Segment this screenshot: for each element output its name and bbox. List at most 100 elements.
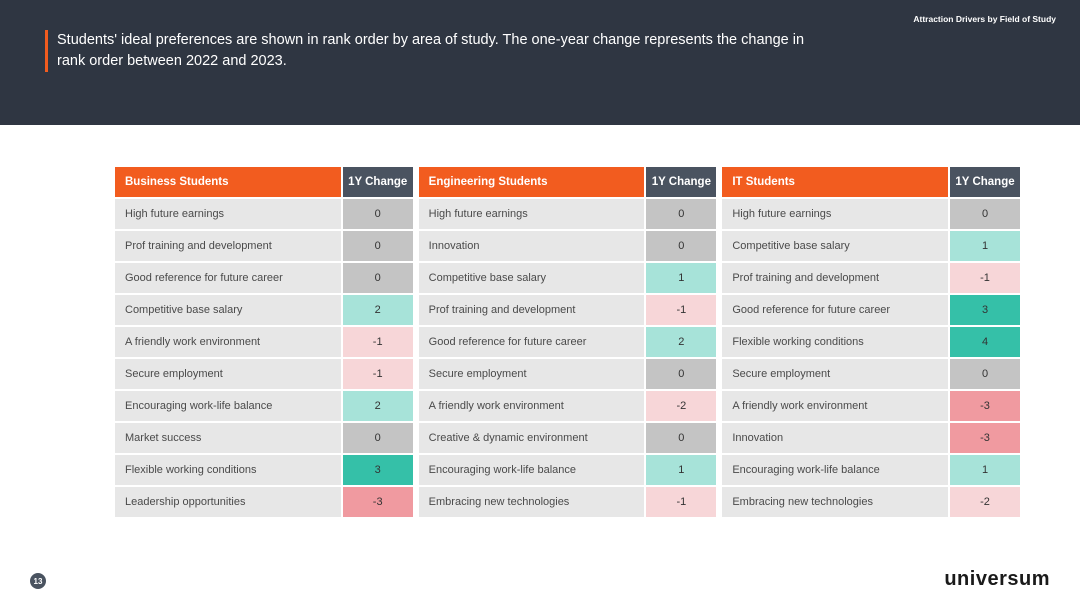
change-header: 1Y Change — [950, 167, 1020, 197]
table-row: Innovation0 — [419, 231, 717, 261]
table-row: Prof training and development-1 — [722, 263, 1020, 293]
table-row: High future earnings0 — [722, 199, 1020, 229]
change-value: -1 — [646, 487, 716, 517]
change-value: 0 — [646, 423, 716, 453]
change-value: 3 — [343, 455, 413, 485]
table-row: Prof training and development-1 — [419, 295, 717, 325]
attribute-label: Competitive base salary — [115, 295, 341, 325]
attribute-label: A friendly work environment — [722, 391, 948, 421]
content-area: Business Students1Y ChangeHigh future ea… — [0, 125, 1080, 517]
change-value: 0 — [343, 199, 413, 229]
table-row: Secure employment0 — [722, 359, 1020, 389]
column-title: Engineering Students — [419, 167, 645, 197]
table-row: A friendly work environment-1 — [115, 327, 413, 357]
change-value: -3 — [343, 487, 413, 517]
attribute-label: Creative & dynamic environment — [419, 423, 645, 453]
attribute-label: A friendly work environment — [115, 327, 341, 357]
change-value: -2 — [950, 487, 1020, 517]
table-row: Creative & dynamic environment0 — [419, 423, 717, 453]
slide-footer: 13 universum — [0, 561, 1080, 591]
attribute-label: Innovation — [722, 423, 948, 453]
column-header-row: IT Students1Y Change — [722, 167, 1020, 197]
attribute-label: Innovation — [419, 231, 645, 261]
table-row: A friendly work environment-3 — [722, 391, 1020, 421]
attribute-label: Good reference for future career — [722, 295, 948, 325]
table-row: Encouraging work-life balance1 — [722, 455, 1020, 485]
attribute-label: Prof training and development — [115, 231, 341, 261]
change-value: 0 — [343, 423, 413, 453]
attribute-label: Embracing new technologies — [722, 487, 948, 517]
column-group: IT Students1Y ChangeHigh future earnings… — [722, 167, 1020, 517]
change-value: 1 — [646, 455, 716, 485]
slide-subtitle: Attraction Drivers by Field of Study — [913, 14, 1056, 24]
table-row: Flexible working conditions3 — [115, 455, 413, 485]
table-row: A friendly work environment-2 — [419, 391, 717, 421]
attribute-label: Encouraging work-life balance — [722, 455, 948, 485]
change-value: 1 — [950, 455, 1020, 485]
table-row: Embracing new technologies-2 — [722, 487, 1020, 517]
change-value: 0 — [646, 231, 716, 261]
table-row: Good reference for future career3 — [722, 295, 1020, 325]
change-value: 0 — [950, 359, 1020, 389]
attribute-label: High future earnings — [115, 199, 341, 229]
change-header: 1Y Change — [343, 167, 413, 197]
attribute-label: Good reference for future career — [115, 263, 341, 293]
table-row: Market success0 — [115, 423, 413, 453]
column-header-row: Business Students1Y Change — [115, 167, 413, 197]
attribute-label: Good reference for future career — [419, 327, 645, 357]
change-value: 2 — [343, 391, 413, 421]
table-row: Leadership opportunities-3 — [115, 487, 413, 517]
attribute-label: Prof training and development — [419, 295, 645, 325]
change-value: 2 — [646, 327, 716, 357]
brand-logo: universum — [944, 568, 1050, 591]
change-value: -1 — [343, 327, 413, 357]
attribute-label: Leadership opportunities — [115, 487, 341, 517]
change-value: 0 — [343, 231, 413, 261]
attribute-label: Competitive base salary — [722, 231, 948, 261]
attribute-label: Secure employment — [419, 359, 645, 389]
table-row: Encouraging work-life balance1 — [419, 455, 717, 485]
page-number-badge: 13 — [30, 573, 46, 589]
attribute-label: Secure employment — [722, 359, 948, 389]
column-group: Business Students1Y ChangeHigh future ea… — [115, 167, 413, 517]
table-row: Good reference for future career2 — [419, 327, 717, 357]
table-row: Secure employment-1 — [115, 359, 413, 389]
change-value: 0 — [646, 359, 716, 389]
table-row: Prof training and development0 — [115, 231, 413, 261]
change-value: -3 — [950, 391, 1020, 421]
table-row: Flexible working conditions4 — [722, 327, 1020, 357]
table-row: Competitive base salary1 — [722, 231, 1020, 261]
attribute-label: Secure employment — [115, 359, 341, 389]
change-value: 0 — [646, 199, 716, 229]
change-value: -1 — [646, 295, 716, 325]
table-row: Competitive base salary1 — [419, 263, 717, 293]
change-value: -3 — [950, 423, 1020, 453]
change-value: 4 — [950, 327, 1020, 357]
change-header: 1Y Change — [646, 167, 716, 197]
change-value: -1 — [343, 359, 413, 389]
tables-container: Business Students1Y ChangeHigh future ea… — [115, 167, 1020, 517]
change-value: 2 — [343, 295, 413, 325]
attribute-label: Competitive base salary — [419, 263, 645, 293]
table-row: High future earnings0 — [419, 199, 717, 229]
attribute-label: High future earnings — [419, 199, 645, 229]
attribute-label: Prof training and development — [722, 263, 948, 293]
change-value: -2 — [646, 391, 716, 421]
attribute-label: Encouraging work-life balance — [419, 455, 645, 485]
change-value: -1 — [950, 263, 1020, 293]
column-title: Business Students — [115, 167, 341, 197]
attribute-label: Flexible working conditions — [115, 455, 341, 485]
table-row: Innovation-3 — [722, 423, 1020, 453]
table-row: Competitive base salary2 — [115, 295, 413, 325]
change-value: 0 — [950, 199, 1020, 229]
attribute-label: Encouraging work-life balance — [115, 391, 341, 421]
table-row: Embracing new technologies-1 — [419, 487, 717, 517]
attribute-label: Embracing new technologies — [419, 487, 645, 517]
slide-title: Students' ideal preferences are shown in… — [57, 30, 817, 72]
change-value: 3 — [950, 295, 1020, 325]
table-row: High future earnings0 — [115, 199, 413, 229]
attribute-label: Market success — [115, 423, 341, 453]
column-title: IT Students — [722, 167, 948, 197]
table-row: Secure employment0 — [419, 359, 717, 389]
table-row: Encouraging work-life balance2 — [115, 391, 413, 421]
